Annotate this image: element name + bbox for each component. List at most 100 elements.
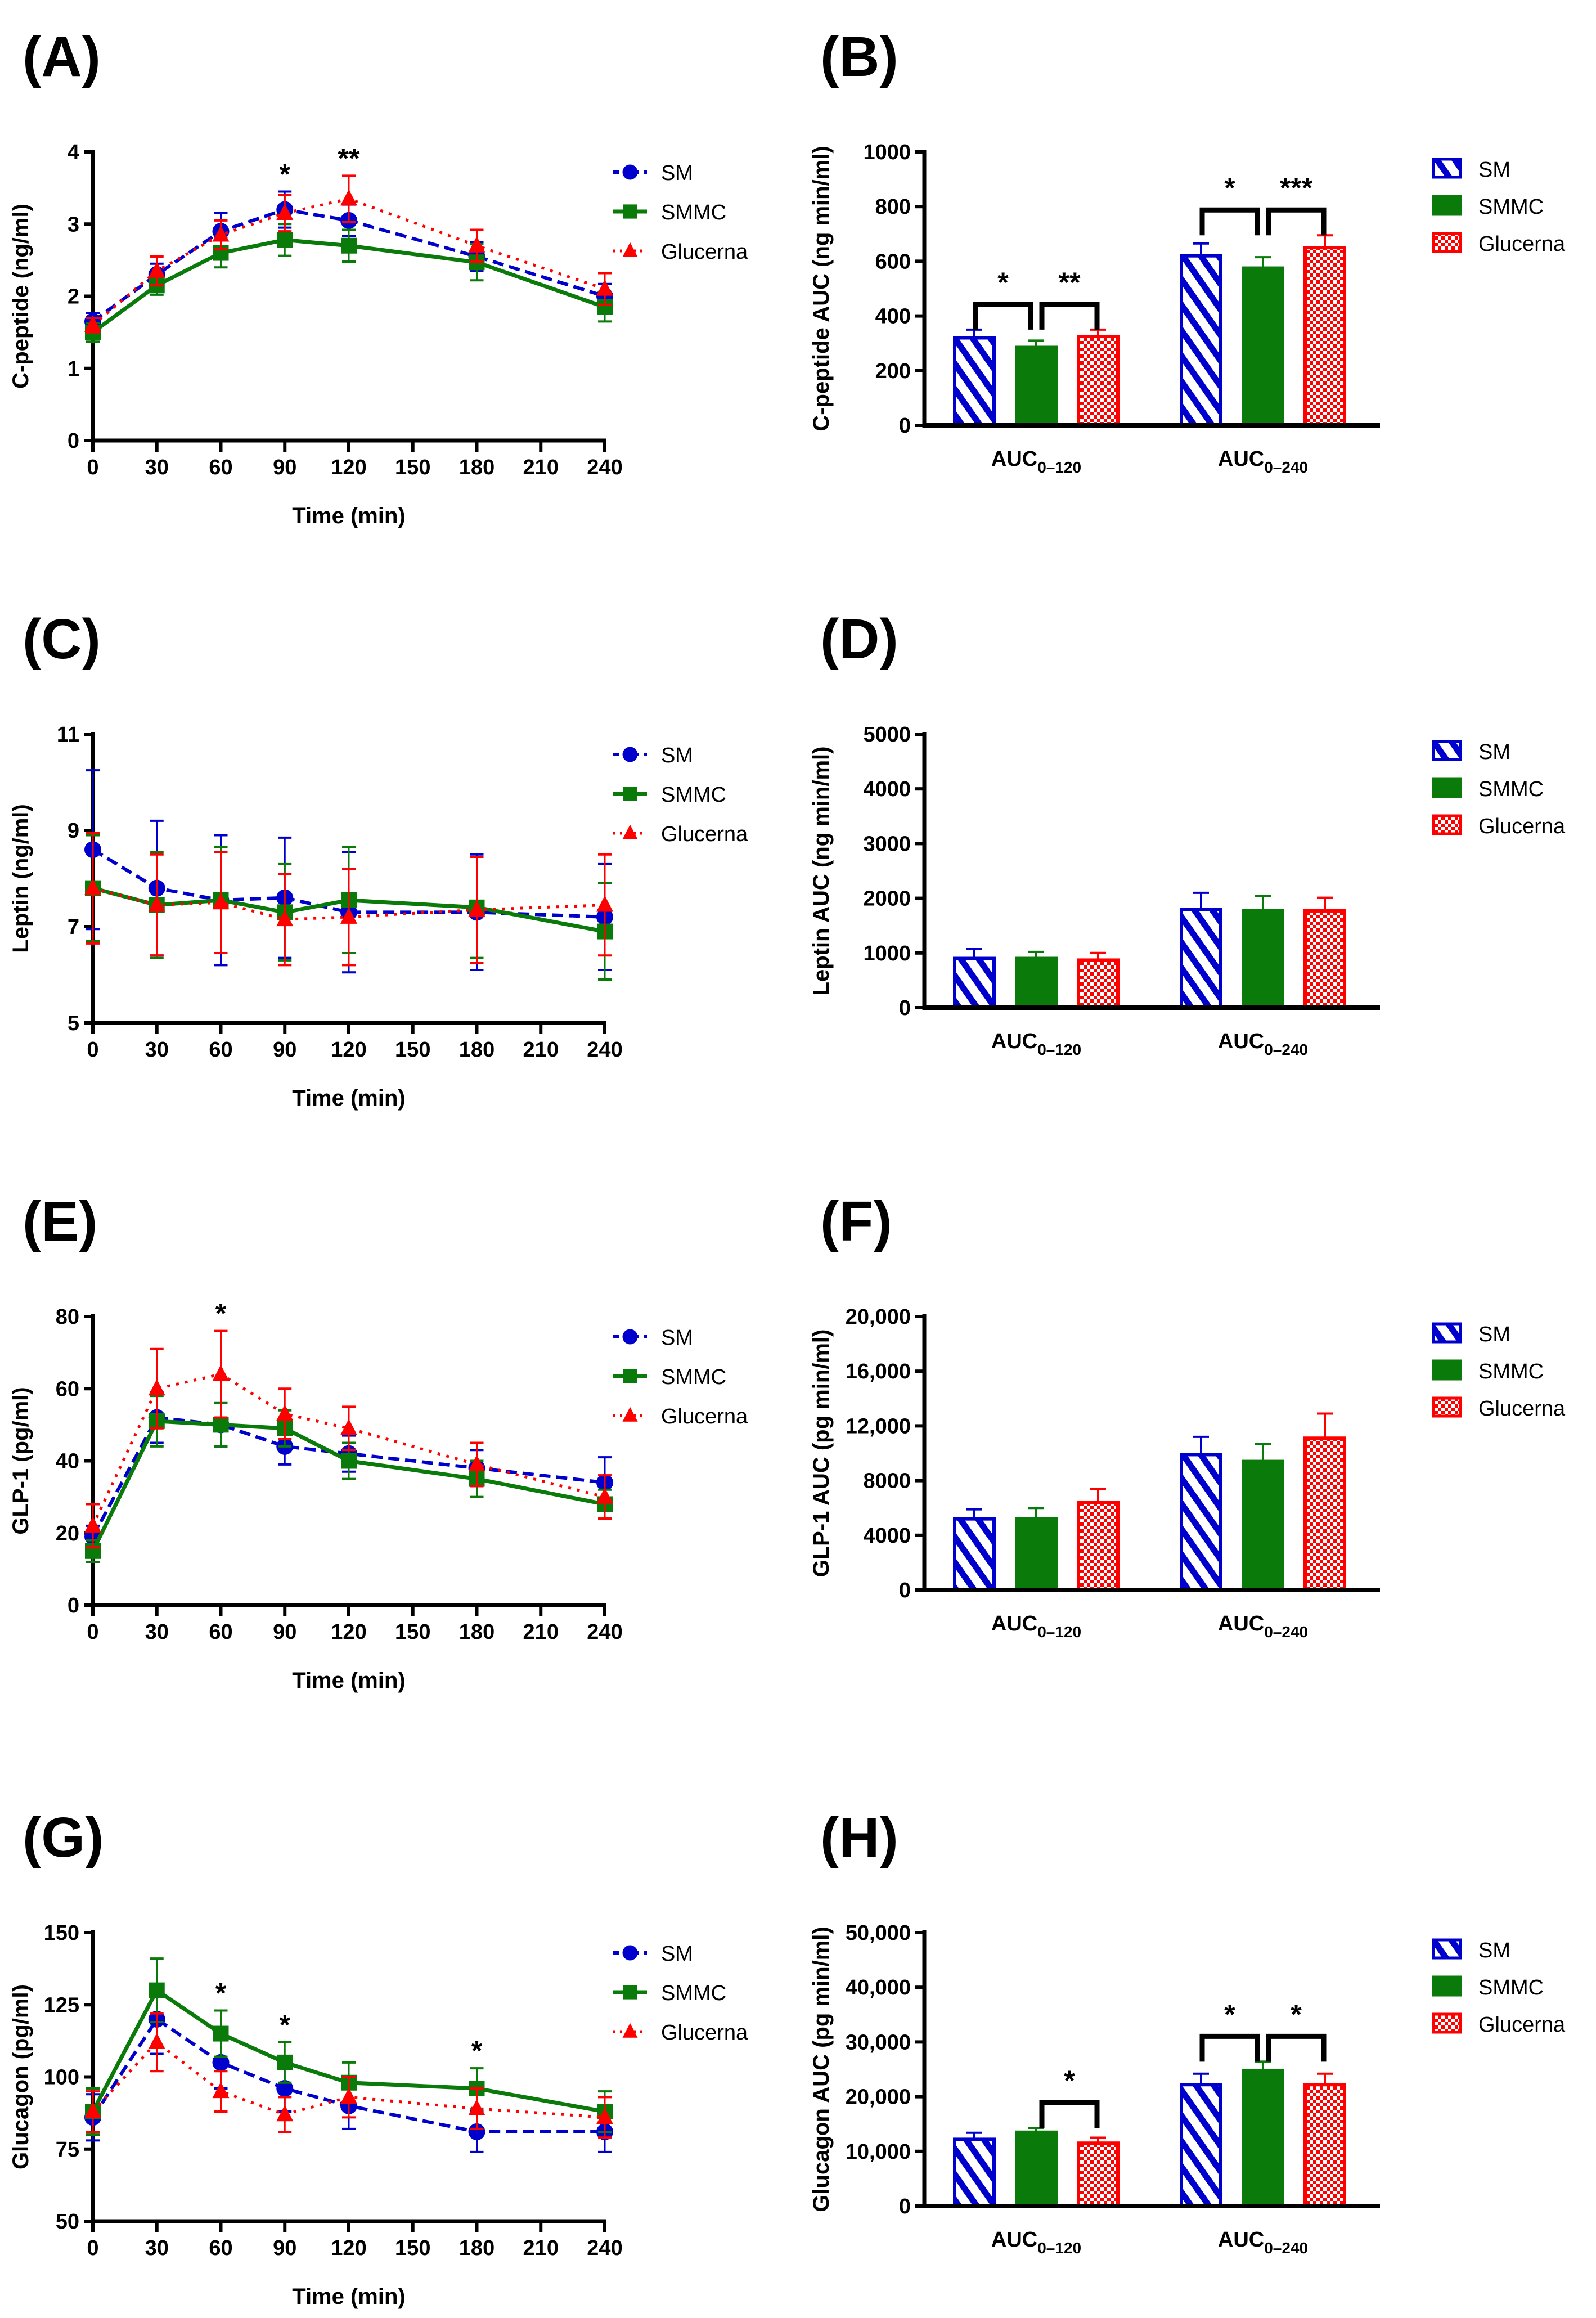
legend-item-glucerna: Glucerna bbox=[1432, 232, 1566, 256]
x-tick-label: 210 bbox=[523, 2236, 559, 2260]
legend-label: Glucerna bbox=[1478, 2013, 1566, 2037]
x-tick-label: 90 bbox=[273, 2236, 296, 2260]
sm-marker bbox=[276, 2080, 294, 2097]
significance-annotation: * bbox=[1291, 1998, 1302, 2030]
series-glucerna bbox=[84, 832, 613, 967]
sm-marker bbox=[622, 164, 638, 180]
y-tick-label: 10,000 bbox=[846, 2140, 911, 2164]
x-tick-label: 180 bbox=[459, 1620, 494, 1644]
legend-item-smmc: SMMC bbox=[1432, 1975, 1544, 2000]
y-axis-title: C-peptide AUC (ng min/ml) bbox=[809, 146, 834, 431]
legend-label: Glucerna bbox=[661, 1405, 748, 1428]
legend-label: Glucerna bbox=[661, 2021, 748, 2045]
glucerna-marker bbox=[468, 236, 485, 253]
y-tick-label: 20,000 bbox=[846, 1305, 911, 1329]
significance-annotation: ** bbox=[338, 142, 360, 174]
bar bbox=[953, 336, 996, 427]
x-category-label: AUC0–120 bbox=[991, 2228, 1081, 2257]
significance-annotation: * bbox=[1224, 172, 1235, 204]
y-tick-label: 8000 bbox=[863, 1470, 911, 1493]
category-main: AUC bbox=[991, 1030, 1037, 1053]
significance-bracket bbox=[1039, 302, 1100, 330]
x-tick-label: 0 bbox=[87, 456, 98, 479]
x-tick-label: 150 bbox=[395, 456, 430, 479]
glucerna-marker bbox=[84, 2102, 101, 2119]
legend-label: SM bbox=[1478, 740, 1510, 764]
x-tick-label: 240 bbox=[587, 2236, 622, 2260]
sm-marker bbox=[212, 2054, 230, 2071]
series-smmc bbox=[1015, 2060, 1284, 2208]
smmc-marker bbox=[623, 204, 637, 219]
glucerna-marker bbox=[468, 2099, 485, 2115]
legend-swatch bbox=[1432, 2012, 1462, 2034]
legend-item-sm: SM bbox=[613, 161, 693, 185]
smmc-marker bbox=[277, 232, 293, 248]
y-tick-label: 16,000 bbox=[846, 1360, 911, 1383]
y-tick-label: 4 bbox=[68, 141, 79, 164]
x-tick-label: 240 bbox=[587, 1038, 622, 1062]
legend-label: SMMC bbox=[661, 1982, 726, 2005]
y-tick-label: 0 bbox=[68, 1594, 79, 1618]
y-tick-label: 400 bbox=[875, 305, 911, 329]
glucerna-marker bbox=[340, 189, 357, 206]
glucerna-marker bbox=[596, 1487, 613, 1504]
glucerna-marker bbox=[148, 895, 165, 912]
legend-item-smmc: SMMC bbox=[1432, 1359, 1544, 1383]
y-tick-label: 3000 bbox=[863, 832, 911, 856]
bar bbox=[1077, 1501, 1120, 1592]
series-glucerna bbox=[84, 174, 613, 334]
bar bbox=[1077, 335, 1120, 427]
legend-swatch bbox=[1432, 195, 1462, 216]
category-subscript: 0–240 bbox=[1264, 459, 1308, 476]
y-tick-label: 600 bbox=[875, 250, 911, 273]
glucerna-marker bbox=[596, 2108, 613, 2124]
panel-h: (H) 0 10,000 20,000 30,000 40,000 50,000 Glucag… bbox=[809, 1806, 1566, 2257]
legend-item-smmc: SMMC bbox=[1432, 195, 1544, 219]
bar bbox=[1303, 909, 1346, 1010]
y-tick-label: 60 bbox=[56, 1377, 79, 1401]
legend-swatch bbox=[1432, 1975, 1462, 1997]
x-tick-label: 120 bbox=[331, 1038, 366, 1062]
panel-g: (G) 50 75 100 125 150 0 30 60 90 120 150 180 210 240 Ti… bbox=[8, 1806, 748, 2309]
x-tick-label: 0 bbox=[87, 1038, 98, 1062]
smmc-marker bbox=[623, 787, 637, 801]
x-axis-title: Time (min) bbox=[292, 2284, 406, 2309]
bar bbox=[1303, 2083, 1346, 2208]
smmc-marker bbox=[213, 1417, 229, 1433]
y-axis-title: GLP-1 AUC (pg min/ml) bbox=[809, 1329, 834, 1578]
x-tick-label: 210 bbox=[523, 1620, 559, 1644]
bar bbox=[1242, 1459, 1284, 1592]
bar bbox=[1077, 2141, 1120, 2208]
legend-swatch bbox=[1432, 1396, 1462, 1418]
series-sm bbox=[953, 242, 1222, 427]
x-tick-label: 30 bbox=[145, 1038, 169, 1062]
bar bbox=[1180, 2083, 1222, 2208]
legend-label: SM bbox=[661, 1326, 693, 1350]
x-tick-label: 90 bbox=[273, 456, 296, 479]
bar bbox=[1242, 2068, 1284, 2208]
glucerna-marker bbox=[84, 878, 101, 895]
x-tick-label: 0 bbox=[87, 2236, 98, 2260]
glucerna-marker bbox=[84, 1516, 101, 1533]
x-tick-label: 120 bbox=[331, 1620, 366, 1644]
legend-label: SMMC bbox=[661, 783, 726, 807]
legend-item-glucerna: Glucerna bbox=[1432, 814, 1566, 838]
bar bbox=[1180, 1453, 1222, 1592]
panel-letter: (E) bbox=[23, 1190, 97, 1253]
category-main: AUC bbox=[991, 447, 1037, 471]
legend-item-sm: SM bbox=[613, 1326, 693, 1350]
bar bbox=[1242, 266, 1284, 427]
x-tick-label: 240 bbox=[587, 456, 622, 479]
smmc-marker bbox=[341, 1453, 357, 1469]
legend-label: SMMC bbox=[661, 201, 726, 224]
category-subscript: 0–120 bbox=[1037, 2239, 1081, 2257]
legend-label: Glucerna bbox=[1478, 232, 1566, 256]
y-tick-label: 800 bbox=[875, 195, 911, 219]
legend-item-smmc: SMMC bbox=[613, 201, 726, 224]
panel-letter: (B) bbox=[820, 25, 898, 88]
series-glucerna bbox=[84, 2012, 613, 2139]
glucerna-marker bbox=[622, 824, 638, 839]
x-tick-label: 60 bbox=[209, 1620, 232, 1644]
smmc-marker bbox=[277, 2054, 293, 2070]
legend-label: SM bbox=[1478, 1939, 1510, 1962]
